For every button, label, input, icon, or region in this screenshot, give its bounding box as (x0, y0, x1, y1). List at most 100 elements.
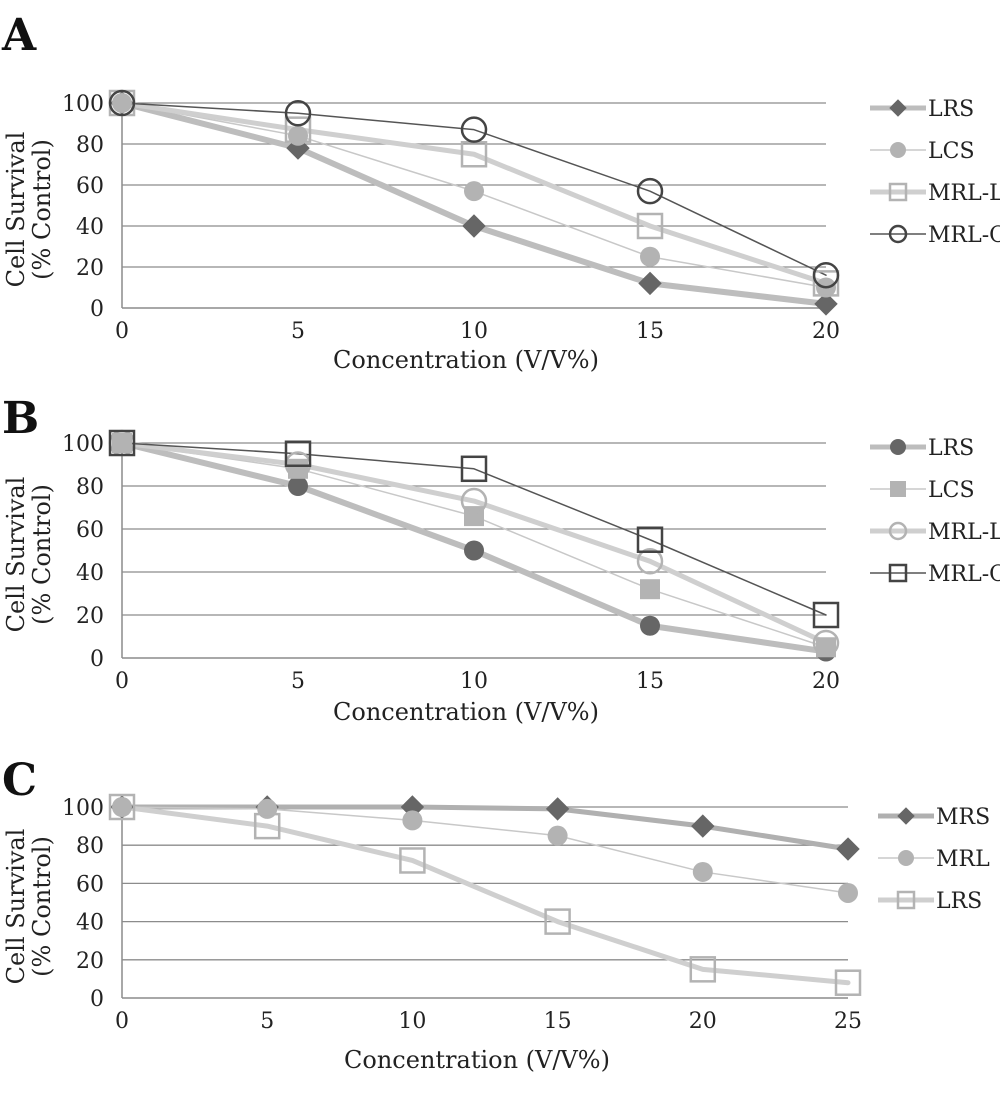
legend-label-mrs: MRS (936, 805, 990, 830)
data-point-lrs (544, 908, 571, 935)
legend-marker-mrl-c (888, 563, 908, 583)
x-tick-label: 10 (460, 669, 488, 694)
data-point-mrl (692, 861, 713, 882)
series-line-mrl-l (119, 100, 829, 286)
y-tick-label: 80 (76, 133, 104, 158)
legend-label-lrs: LRS (928, 97, 974, 122)
data-point-mrl-c (636, 177, 664, 205)
y-axis-label-unit: (% Control) (28, 836, 56, 977)
data-point-lrs (638, 271, 662, 296)
series-line-mrl-c (121, 442, 827, 616)
data-point-lcs (464, 181, 484, 202)
y-tick-label: 100 (62, 92, 104, 117)
legend-marker-mrl-c (888, 224, 908, 244)
panel-letter: C (2, 755, 37, 806)
data-point-mrl-c (460, 116, 488, 143)
x-tick-label: 20 (812, 319, 840, 344)
chart-panel-c: C 0 20 40 60 80 100 0 5 10 15 20 25 Concentration (V/… (2, 755, 990, 1074)
data-point-lcs (112, 433, 132, 453)
data-point-mrl-l (636, 212, 664, 240)
chart-panel-b: B 0 20 40 60 80 100 0 5 10 15 20 Concentration (V/V%… (2, 393, 1000, 726)
legend-label-mrl-l: MRL-L (928, 181, 1000, 206)
series-line-mrl-c (121, 102, 827, 276)
series-line-lrs (119, 804, 851, 986)
data-point-lrs (464, 540, 484, 561)
data-point-lcs (464, 506, 484, 527)
y-axis-label: Cell Survival (2, 132, 30, 288)
data-point-mrs (545, 797, 570, 821)
x-tick-label: 0 (115, 1009, 129, 1034)
y-axis-label: Cell Survival (2, 829, 30, 985)
legend-marker-lcs (890, 481, 906, 497)
data-point-mrs (836, 837, 860, 861)
data-point-lcs (640, 246, 660, 267)
y-tick-label: 20 (76, 604, 104, 629)
x-tick-label: 5 (260, 1009, 274, 1034)
y-tick-label: 60 (76, 872, 104, 897)
series-line-mrl-l (119, 440, 829, 646)
y-tick-label: 20 (76, 256, 104, 281)
data-point-mrl (257, 798, 278, 819)
legend-marker-mrl-l (888, 521, 908, 541)
y-tick-label: 0 (90, 987, 104, 1012)
legend-marker-lcs (890, 142, 906, 158)
x-tick-label: 15 (636, 319, 664, 344)
y-tick-label: 0 (90, 647, 104, 672)
y-tick-label: 20 (76, 949, 104, 974)
data-point-mrl-c (460, 455, 488, 483)
data-point-mrl (838, 882, 858, 903)
data-point-mrl-l (812, 629, 840, 657)
data-point-lrs (253, 812, 281, 840)
series-line-lrs (119, 100, 829, 307)
legend-label-mrl: MRL (936, 847, 990, 872)
legend-label-lcs: LCS (928, 478, 975, 503)
data-point-lrs (288, 476, 308, 496)
data-point-lcs (288, 458, 308, 479)
data-point-mrl-c (812, 261, 840, 289)
data-point-lrs (814, 292, 838, 316)
y-axis-label: Cell Survival (2, 477, 30, 633)
data-point-mrl-l (636, 548, 664, 575)
y-tick-label: 60 (76, 174, 104, 199)
data-point-mrl-l (812, 270, 840, 297)
y-tick-label: 40 (76, 215, 104, 240)
legend-marker-mrs (897, 807, 915, 825)
legend-label-lrs: LRS (936, 889, 982, 914)
data-point-lrs (462, 214, 486, 238)
data-point-mrl (402, 810, 423, 831)
data-point-lrs (108, 793, 136, 821)
data-point-mrl-c (636, 526, 664, 553)
data-point-lrs (689, 956, 717, 983)
x-tick-label: 0 (115, 319, 129, 344)
y-tick-label: 60 (76, 518, 104, 543)
legend-marker-lrs (889, 99, 907, 117)
data-point-mrl-l (284, 116, 312, 143)
x-axis-label: Concentration (V/V%) (333, 698, 599, 726)
data-point-lcs (112, 93, 132, 113)
data-point-mrl-c (284, 440, 312, 467)
data-point-mrs (691, 814, 715, 838)
legend-label-lcs: LCS (928, 139, 975, 164)
x-tick-label: 10 (460, 319, 488, 344)
y-tick-label: 80 (76, 834, 104, 859)
data-point-lrs (640, 615, 660, 636)
data-point-mrl (547, 825, 568, 846)
data-point-mrl-c (284, 100, 312, 127)
data-point-mrl-l (460, 487, 488, 515)
y-tick-label: 40 (76, 561, 104, 586)
x-tick-label: 5 (291, 669, 305, 694)
data-point-lrs (399, 847, 426, 874)
data-point-mrl (112, 797, 132, 817)
legend-label-lrs: LRS (928, 436, 974, 461)
panel-letter: B (2, 393, 39, 444)
chart-panel-a: A 0 20 40 60 80 100 0 5 10 15 20 Concentration (V/V%… (1, 10, 1000, 374)
x-axis-label: Concentration (V/V%) (333, 346, 599, 374)
data-point-mrl-c (812, 601, 840, 629)
y-axis-label-unit: (% Control) (28, 139, 56, 280)
x-tick-label: 5 (291, 319, 305, 344)
series-line-mrs (119, 804, 851, 852)
x-tick-label: 15 (544, 1009, 572, 1034)
data-point-lrs (834, 969, 862, 996)
x-tick-label: 25 (834, 1009, 862, 1034)
